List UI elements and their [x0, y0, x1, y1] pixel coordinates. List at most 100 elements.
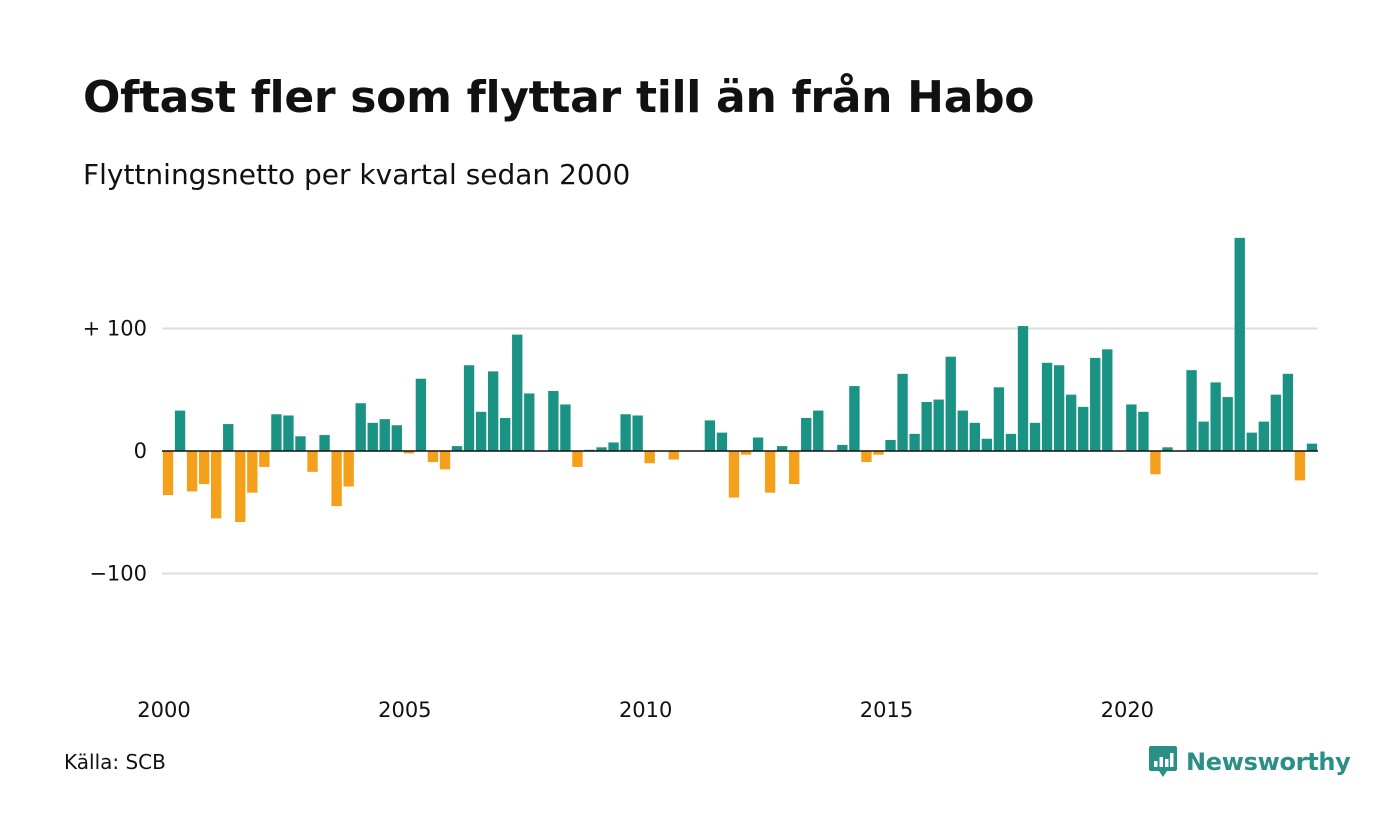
- x-tick-label: 2015: [860, 698, 913, 722]
- bar-2004K4: [391, 425, 402, 451]
- bar-2023K2: [1282, 373, 1294, 451]
- bar-2004K2: [367, 422, 378, 451]
- bar-2020K2: [1138, 411, 1149, 451]
- bar-2000K3: [186, 451, 198, 492]
- bar-2022K2: [1234, 237, 1245, 451]
- x-tick-label: 2010: [619, 698, 672, 722]
- bar-2019K3: [1102, 349, 1113, 451]
- bar-2003K4: [343, 451, 354, 487]
- bar-2017K1: [981, 438, 993, 451]
- y-tick-label: 0: [134, 439, 147, 463]
- bar-2011K2: [704, 420, 716, 452]
- bar-2001K4: [247, 451, 258, 493]
- x-tick-label: 2000: [137, 698, 190, 722]
- brand-logo: Newsworthy: [1148, 744, 1351, 780]
- y-tick-label: −100: [89, 562, 147, 586]
- y-tick-label: + 100: [83, 317, 147, 341]
- bar-2018K2: [1041, 362, 1053, 451]
- bar-2003K3: [331, 451, 342, 507]
- bar-2011K3: [716, 432, 728, 452]
- bar-series: [162, 237, 1318, 523]
- bar-2010K1: [644, 451, 655, 464]
- bar-2002K4: [295, 436, 306, 451]
- bar-2012K1: [740, 451, 752, 455]
- bar-2018K3: [1053, 365, 1065, 451]
- bar-2020K1: [1126, 404, 1137, 451]
- bar-2013K2: [801, 417, 812, 452]
- bar-2020K4: [1162, 447, 1173, 451]
- bar-2004K1: [355, 403, 366, 452]
- bar-2011K4: [728, 451, 740, 498]
- bar-2000K2: [174, 410, 186, 451]
- bar-2005K2: [415, 378, 427, 452]
- bar-2015K4: [921, 402, 932, 451]
- bar-2015K1: [885, 439, 896, 452]
- bar-2008K3: [572, 451, 583, 467]
- bar-2005K4: [439, 451, 451, 470]
- bar-2019K1: [1078, 406, 1089, 451]
- bar-2017K3: [1005, 433, 1017, 451]
- x-tick-label: 2020: [1101, 698, 1154, 722]
- bar-2012K2: [752, 437, 764, 451]
- grid-lines: [162, 327, 1318, 575]
- bar-2007K2: [512, 334, 523, 452]
- bar-2020K3: [1150, 451, 1161, 475]
- bar-2006K2: [463, 365, 475, 451]
- bar-2023K3: [1294, 451, 1306, 481]
- bar-2021K2: [1186, 370, 1197, 451]
- bar-2009K1: [596, 447, 607, 451]
- bar-2017K2: [993, 387, 1005, 451]
- bar-2019K2: [1090, 357, 1101, 451]
- bar-2001K2: [223, 424, 234, 451]
- bar-2014K4: [873, 451, 884, 455]
- bar-2016K2: [945, 356, 956, 452]
- bar-2004K3: [379, 419, 390, 451]
- bar-2013K3: [813, 410, 824, 451]
- bar-2003K1: [307, 451, 318, 472]
- bar-2012K4: [776, 446, 788, 451]
- bar-2014K3: [861, 451, 872, 463]
- bar-2003K2: [319, 435, 330, 451]
- bar-2002K1: [259, 451, 270, 467]
- bar-2000K4: [198, 451, 210, 485]
- x-axis-tick-labels: 2000 2005 2010 2015 2020: [137, 698, 1154, 722]
- bar-2005K1: [403, 451, 415, 454]
- bar-2022K1: [1222, 397, 1233, 451]
- bar-2001K1: [211, 451, 222, 519]
- bar-2006K1: [451, 446, 463, 451]
- y-axis-tick-labels: + 100 0 −100: [83, 317, 147, 586]
- bar-2005K3: [427, 451, 439, 463]
- bar-2022K3: [1246, 432, 1257, 452]
- bar-2016K1: [933, 399, 944, 451]
- bar-2014K2: [849, 386, 860, 451]
- bar-2023K4: [1306, 443, 1318, 451]
- bar-2018K4: [1065, 394, 1077, 451]
- brand-name: Newsworthy: [1186, 748, 1351, 776]
- bar-2018K1: [1029, 422, 1041, 451]
- bar-2009K2: [608, 442, 619, 452]
- bar-2021K4: [1210, 382, 1221, 451]
- bar-2012K3: [764, 451, 776, 493]
- bar-2023K1: [1270, 394, 1282, 451]
- bar-2015K3: [909, 433, 920, 451]
- bar-2014K1: [837, 444, 848, 452]
- bar-2008K2: [560, 404, 571, 451]
- bar-2017K4: [1017, 326, 1029, 451]
- bar-2015K2: [897, 373, 908, 451]
- x-tick-label: 2005: [378, 698, 431, 722]
- bar-2013K1: [789, 451, 800, 485]
- bar-2008K1: [548, 390, 559, 452]
- chart-title: Oftast fler som flyttar till än från Hab…: [83, 72, 1035, 123]
- bar-2016K3: [957, 410, 968, 451]
- bar-2002K2: [271, 414, 282, 451]
- chart-subtitle: Flyttningsnetto per kvartal sedan 2000: [83, 158, 631, 191]
- bar-2016K4: [969, 422, 980, 451]
- source-note: Källa: SCB: [64, 750, 166, 774]
- bar-2021K3: [1198, 421, 1209, 451]
- bar-2001K3: [235, 451, 246, 523]
- bar-2009K3: [620, 414, 631, 451]
- newsworthy-logo-icon: [1149, 746, 1177, 777]
- bar-2000K1: [162, 451, 174, 496]
- bar-2010K3: [668, 451, 679, 460]
